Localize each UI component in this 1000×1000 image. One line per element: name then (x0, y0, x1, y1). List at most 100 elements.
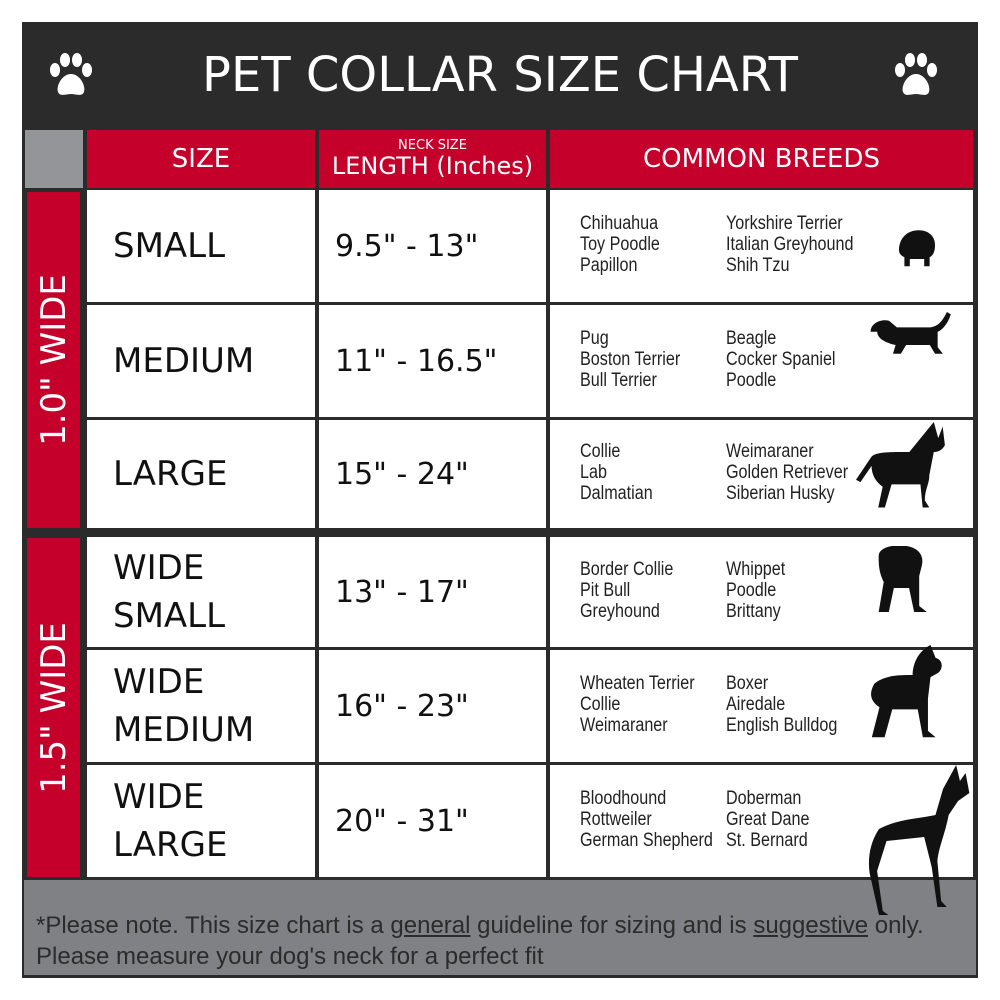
breeds-col-2: Doberman Great Dane St. Bernard (726, 788, 809, 851)
length-value: 15" - 24" (335, 456, 469, 492)
table-row-size: WIDE LARGE (87, 765, 315, 877)
breed: Great Dane (726, 809, 810, 830)
breed: Papillon (580, 255, 638, 276)
size-label: WIDE MEDIUM (113, 662, 255, 750)
table-row-length: 13" - 17" (319, 537, 546, 647)
breeds-col-1: Collie Lab Dalmatian (580, 441, 653, 504)
breeds-col-2: Whippet Poodle Brittany (726, 559, 785, 622)
breed: Bloodhound (580, 788, 667, 809)
header-breeds: COMMON BREEDS (550, 130, 973, 188)
group-label-text: 1.5" WIDE (33, 621, 74, 794)
table-row-length: 11" - 16.5" (319, 305, 546, 417)
breeds-col-1: Wheaten Terrier Collie Weimaraner (580, 673, 695, 736)
breed: Lab (580, 462, 607, 483)
length-value: 16" - 23" (335, 688, 469, 724)
size-label: MEDIUM (113, 341, 255, 381)
breed: Whippet (726, 559, 786, 580)
dog-silhouette-icon (871, 645, 942, 738)
breed: Weimaraner (580, 715, 668, 736)
note-text: only. (874, 912, 924, 939)
table-row-length: 15" - 24" (319, 420, 546, 528)
breed: Chihuahua (580, 213, 659, 234)
asterisk: * (36, 912, 46, 939)
breed: Shih Tzu (726, 255, 790, 276)
breed: Greyhound (580, 601, 660, 622)
group-label-text: 1.0" WIDE (33, 274, 74, 446)
table-row-breeds: Border Collie Pit Bull Greyhound Whippet Poo… (550, 537, 973, 647)
breeds-col-2: Weimaraner Golden Retriever Siberian Husky (726, 441, 848, 504)
header-length: NECK SIZE LENGTH (Inches) (319, 130, 546, 188)
dog-silhouette-icon (870, 312, 951, 354)
table-row-size: LARGE (87, 420, 315, 528)
header-size: SIZE (87, 130, 315, 188)
breed: Boston Terrier (580, 349, 681, 370)
size-label: WIDE SMALL (113, 548, 226, 636)
header-length-label: LENGTH (Inches) (331, 151, 534, 180)
breed: Airedale (726, 694, 786, 715)
breeds-col-1: Border Collie Pit Bull Greyhound (580, 559, 673, 622)
breed: Rottweiler (580, 809, 652, 830)
table-row-breeds: Pug Boston Terrier Bull Terrier Beagle Cocke… (550, 305, 973, 417)
size-label: LARGE (113, 454, 228, 494)
breed: Collie (580, 441, 621, 462)
breed: English Bulldog (726, 715, 838, 736)
breed: Poodle (726, 370, 777, 391)
breed: Golden Retriever (726, 462, 849, 483)
group-label-2: 1.5" WIDE (27, 538, 80, 877)
header-breeds-label: COMMON BREEDS (643, 144, 880, 174)
breed: Boxer (726, 673, 769, 694)
note-text: guideline for sizing and is (477, 912, 747, 939)
breed: St. Bernard (726, 830, 808, 851)
breed: Pug (580, 328, 609, 349)
paw-print-icon (895, 53, 937, 95)
breeds-col-2: Yorkshire Terrier Italian Greyhound Shih T… (726, 213, 854, 276)
breed: Yorkshire Terrier (726, 213, 843, 234)
size-label: SMALL (113, 226, 226, 266)
length-value: 9.5" - 13" (335, 228, 479, 264)
length-value: 11" - 16.5" (335, 343, 498, 379)
breed: Collie (580, 694, 621, 715)
breed: Wheaten Terrier (580, 673, 695, 694)
breed: Beagle (726, 328, 777, 349)
table-row-length: 20" - 31" (319, 765, 546, 877)
corner-cell (25, 130, 83, 188)
length-value: 13" - 17" (335, 574, 469, 610)
breeds-col-1: Bloodhound Rottweiler German Shepherd (580, 788, 713, 851)
breeds-col-1: Pug Boston Terrier Bull Terrier (580, 328, 680, 391)
breed: German Shepherd (580, 830, 713, 851)
breed: Dalmatian (580, 483, 653, 504)
length-value: 20" - 31" (335, 803, 469, 839)
table-row-size: SMALL (87, 190, 315, 302)
page-title: PET COLLAR SIZE CHART (202, 47, 798, 103)
table-row-size: WIDE SMALL (87, 537, 315, 647)
table-row-length: 16" - 23" (319, 650, 546, 762)
table-row-length: 9.5" - 13" (319, 190, 546, 302)
table-row-size: WIDE MEDIUM (87, 650, 315, 762)
table-row-size: MEDIUM (87, 305, 315, 417)
footer-note: *Please note. This size chart is a gener… (24, 880, 976, 975)
header-length-small: NECK SIZE (398, 137, 467, 153)
group-label-1: 1.0" WIDE (27, 192, 80, 528)
breed: Brittany (726, 601, 781, 622)
dog-silhouette-icon (878, 546, 927, 612)
note-suggestive: suggestive (753, 912, 869, 939)
note-line2: Please measure your dog's neck for a per… (36, 943, 544, 970)
breed: Poodle (726, 580, 777, 601)
dog-silhouette-icon (856, 422, 945, 508)
note-text: Please note. This size chart is a (45, 912, 384, 939)
breed: Siberian Husky (726, 483, 835, 504)
breed: Doberman (726, 788, 802, 809)
note-general: general (390, 912, 471, 939)
dog-silhouette-icon (899, 230, 935, 267)
breeds-col-2: Beagle Cocker Spaniel Poodle (726, 328, 836, 391)
breed: Bull Terrier (580, 370, 657, 391)
breeds-col-2: Boxer Airedale English Bulldog (726, 673, 837, 736)
breed: Italian Greyhound (726, 234, 854, 255)
breed: Cocker Spaniel (726, 349, 836, 370)
size-label: WIDE LARGE (113, 777, 228, 865)
header-size-label: SIZE (171, 144, 231, 174)
breed: Pit Bull (580, 580, 631, 601)
dog-silhouette-icon (868, 765, 970, 915)
table-row-breeds: Bloodhound Rottweiler German Shepherd Dober… (550, 765, 973, 877)
breed: Weimaraner (726, 441, 814, 462)
